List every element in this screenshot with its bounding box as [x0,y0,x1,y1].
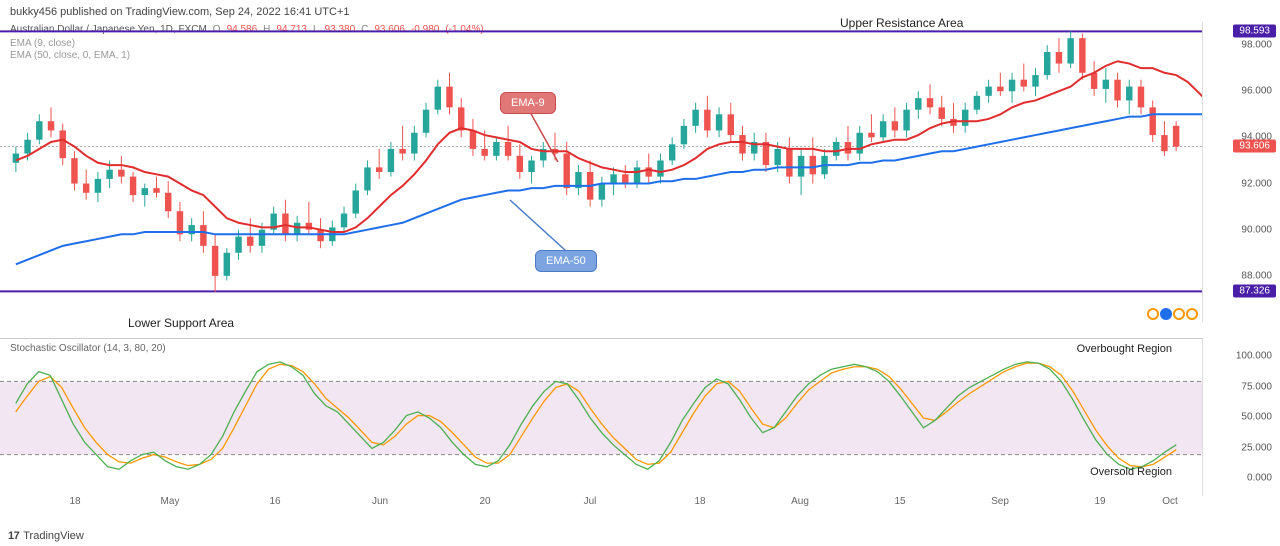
price-chart[interactable]: Australian Dollar / Japanese Yen, 1D, FX… [0,22,1202,322]
ema9-callout: EMA-9 [500,92,556,114]
publish-line: bukky456 published on TradingView.com, S… [0,0,1280,24]
price-chart-svg [0,22,1202,322]
ema50-callout: EMA-50 [535,250,597,272]
stochastic-chart[interactable]: Stochastic Oscillator (14, 3, 80, 20) Ov… [0,338,1202,496]
lower-support-label: Lower Support Area [128,316,234,330]
price-axis: 88.00090.00092.00094.00096.00098.00098.5… [1202,22,1280,322]
upper-resistance-label: Upper Resistance Area [840,16,963,30]
stoch-axis: 0.00025.00050.00075.000100.000 [1202,338,1280,496]
circle-icon [1186,308,1198,320]
tradingview-logo: 17 TradingView [8,530,84,542]
oversold-label: Oversold Region [1090,466,1172,478]
circle-icon [1173,308,1185,320]
circle-icon [1147,308,1159,320]
time-axis: 18May16Jun20Jul18Aug15Sep19Oct [0,496,1202,520]
stoch-chart-svg [0,339,1202,497]
circle-icon [1160,308,1172,320]
overbought-label: Overbought Region [1077,343,1172,355]
chart-tool-icons[interactable] [1147,308,1198,320]
